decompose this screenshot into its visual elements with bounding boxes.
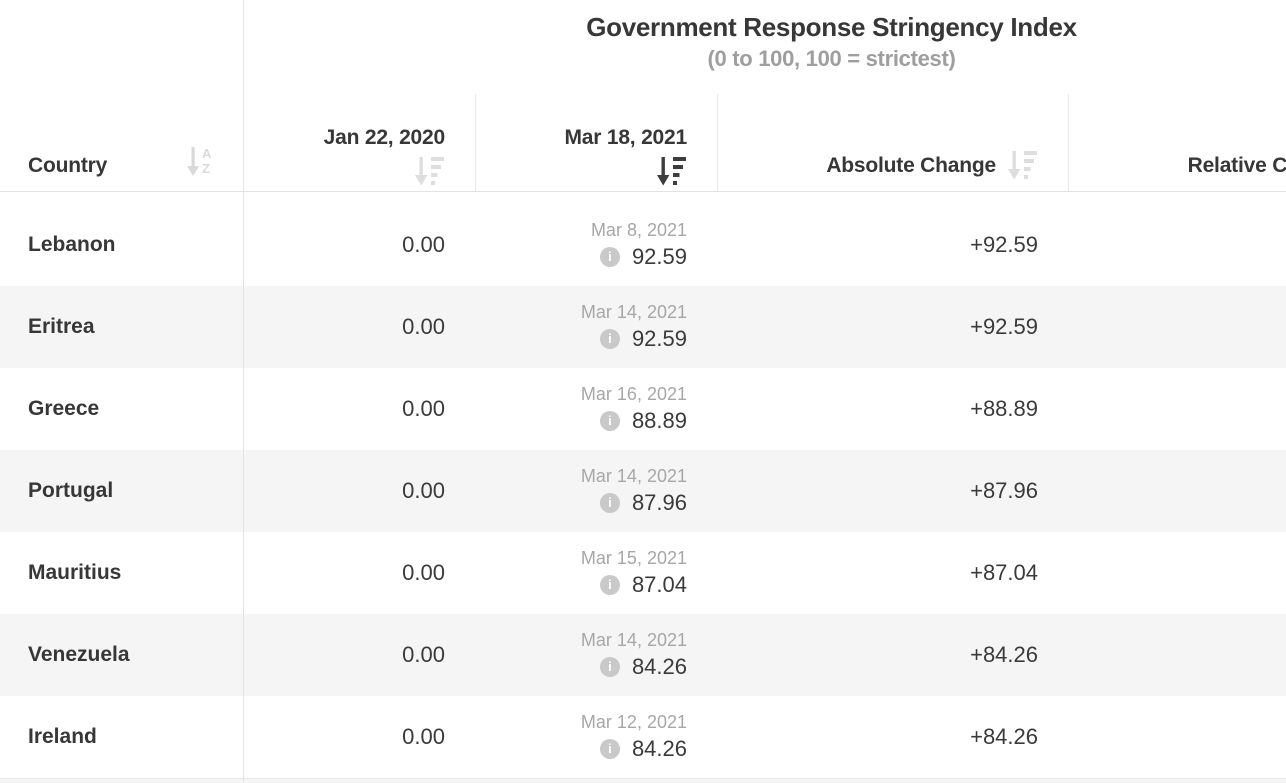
relative-change-cell (1068, 450, 1286, 532)
start-value-cell: 0.00 (402, 560, 445, 585)
column-label: Jan 22, 2020 (323, 126, 446, 149)
column-label: Country (28, 154, 108, 177)
sort-alpha-down-icon: A Z (187, 146, 212, 176)
table-row: Lebanon 0.00 Mar 8, 2021 i 92.59 +92.59 (0, 204, 1286, 286)
end-date-label: Mar 12, 2021 (580, 711, 687, 732)
country-cell: Venezuela (28, 643, 130, 666)
body-top-spacer (0, 192, 1286, 204)
info-icon[interactable]: i (599, 329, 620, 350)
column-header-country[interactable]: Country A Z (0, 94, 243, 191)
country-cell: Portugal (28, 479, 114, 502)
table-header: Government Response Stringency Index (0 … (0, 0, 1286, 192)
relative-change-cell (1068, 532, 1286, 614)
end-value-cell: Mar 14, 2021 i 92.59 (475, 286, 717, 368)
country-cell: Mauritius (28, 561, 122, 584)
table-row: Eritrea 0.00 Mar 14, 2021 i 92.59 +92.59 (0, 286, 1286, 368)
sort-amount-down-icon (1008, 151, 1037, 180)
country-cell: Ireland (28, 725, 97, 748)
table-row: Greece 0.00 Mar 16, 2021 i 88.89 +88.89 (0, 368, 1286, 450)
table-subtitle: (0 to 100, 100 = strictest) (707, 46, 956, 71)
end-date-label: Mar 14, 2021 (580, 465, 687, 486)
column-label: Mar 18, 2021 (564, 126, 687, 149)
info-icon[interactable]: i (599, 657, 620, 678)
absolute-change-cell: +92.59 (970, 314, 1038, 339)
table-title-block: Government Response Stringency Index (0 … (243, 12, 1286, 72)
relative-change-cell (1068, 614, 1286, 696)
table-body: Lebanon 0.00 Mar 8, 2021 i 92.59 +92.59 … (0, 192, 1286, 783)
end-value: 92.59 (631, 244, 687, 270)
info-icon[interactable]: i (599, 411, 620, 432)
absolute-change-cell: +88.89 (970, 396, 1038, 421)
table-row: Venezuela 0.00 Mar 14, 2021 i 84.26 +84.… (0, 614, 1286, 696)
next-row-sliver (0, 778, 1286, 783)
table-row: Portugal 0.00 Mar 14, 2021 i 87.96 +87.9… (0, 450, 1286, 532)
end-date-label: Mar 15, 2021 (580, 547, 687, 568)
absolute-change-cell: +84.26 (970, 642, 1038, 667)
end-date-label: Mar 16, 2021 (580, 383, 687, 404)
absolute-change-cell: +84.26 (970, 724, 1038, 749)
column-header-row: Country A Z Jan 22, 2020 (0, 94, 1286, 191)
end-value: 87.04 (631, 572, 687, 598)
end-value-cell: Mar 16, 2021 i 88.89 (475, 368, 717, 450)
end-value: 92.59 (631, 326, 687, 352)
sort-amount-down-icon (415, 157, 444, 186)
info-icon[interactable]: i (599, 575, 620, 596)
end-date-label: Mar 8, 2021 (590, 219, 687, 240)
end-value: 87.96 (631, 490, 687, 516)
column-header-relative-change[interactable]: Relative Change (1068, 94, 1286, 191)
column-header-absolute-change[interactable]: Absolute Change (717, 94, 1068, 191)
country-column-divider (243, 0, 244, 782)
start-value-cell: 0.00 (402, 724, 445, 749)
svg-text:A: A (202, 146, 212, 161)
end-value: 84.26 (631, 654, 687, 680)
start-value-cell: 0.00 (402, 642, 445, 667)
end-date-label: Mar 14, 2021 (580, 301, 687, 322)
start-value-cell: 0.00 (402, 314, 445, 339)
country-cell: Lebanon (28, 233, 116, 256)
start-value-cell: 0.00 (402, 396, 445, 421)
column-label: Absolute Change (826, 154, 996, 177)
absolute-change-cell: +87.96 (970, 478, 1038, 503)
relative-change-cell (1068, 204, 1286, 286)
end-value-cell: Mar 8, 2021 i 92.59 (475, 204, 717, 286)
column-header-start-date[interactable]: Jan 22, 2020 (243, 94, 475, 191)
column-header-end-date[interactable]: Mar 18, 2021 (475, 94, 717, 191)
column-label: Relative Change (1187, 154, 1286, 177)
table-title: Government Response Stringency Index (586, 12, 1077, 42)
info-icon[interactable]: i (599, 247, 620, 268)
end-value-cell: Mar 15, 2021 i 87.04 (475, 532, 717, 614)
info-icon[interactable]: i (599, 493, 620, 514)
start-value-cell: 0.00 (402, 478, 445, 503)
relative-change-cell (1068, 696, 1286, 778)
relative-change-cell (1068, 286, 1286, 368)
absolute-change-cell: +87.04 (970, 560, 1038, 585)
country-cell: Eritrea (28, 315, 95, 338)
end-value-cell: Mar 14, 2021 i 84.26 (475, 614, 717, 696)
relative-change-cell (1068, 368, 1286, 450)
end-value-cell: Mar 12, 2021 i 84.26 (475, 696, 717, 778)
sort-amount-down-icon-active (657, 157, 686, 186)
country-cell: Greece (28, 397, 100, 420)
end-value: 88.89 (631, 408, 687, 434)
start-value-cell: 0.00 (402, 232, 445, 257)
end-value: 84.26 (631, 736, 687, 762)
absolute-change-cell: +92.59 (970, 232, 1038, 257)
end-date-label: Mar 14, 2021 (580, 629, 687, 650)
info-icon[interactable]: i (599, 739, 620, 760)
end-value-cell: Mar 14, 2021 i 87.96 (475, 450, 717, 532)
svg-text:Z: Z (202, 161, 210, 176)
table-row: Mauritius 0.00 Mar 15, 2021 i 87.04 +87.… (0, 532, 1286, 614)
table-row: Ireland 0.00 Mar 12, 2021 i 84.26 +84.26 (0, 696, 1286, 778)
